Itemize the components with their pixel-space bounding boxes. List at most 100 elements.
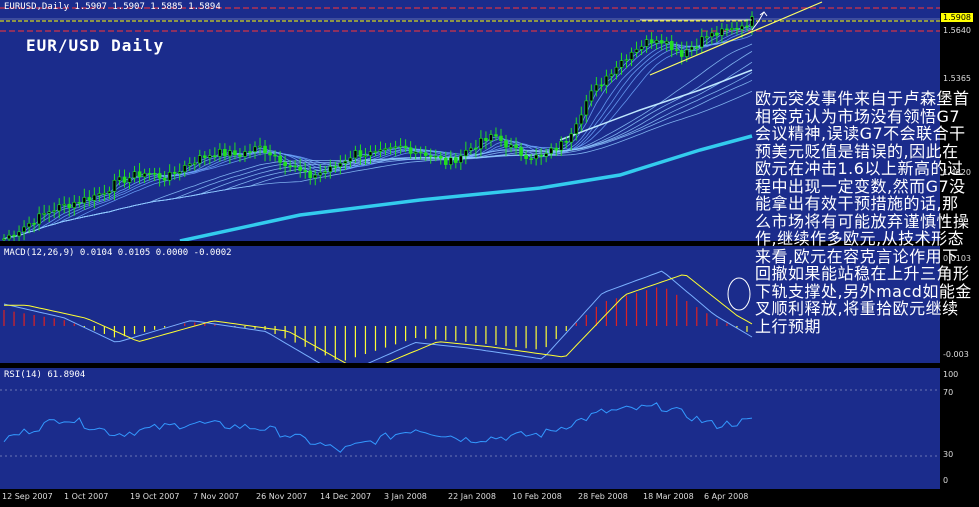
candle-body — [132, 171, 137, 179]
candle-body — [333, 166, 338, 168]
candle-body — [594, 84, 599, 92]
candle-body — [378, 149, 383, 152]
candle-body — [428, 155, 433, 157]
candle-body — [464, 150, 468, 157]
triangle-lower-trendline — [649, 1, 823, 76]
candle-body — [142, 172, 147, 178]
candle-body — [539, 154, 543, 157]
candle-body — [47, 211, 51, 214]
candle-body — [228, 150, 232, 157]
candle-body — [87, 197, 92, 201]
candle-body — [720, 28, 724, 36]
candle-body — [544, 153, 548, 157]
candle-body — [549, 147, 553, 154]
date-axis: 12 Sep 2007 1 Oct 2007 19 Oct 2007 7 Nov 20… — [0, 489, 979, 507]
candle-body — [699, 36, 704, 48]
candle-body — [283, 162, 287, 167]
price-axis: 1.5640 1.5365 1.4820 — [940, 0, 979, 241]
candle-body — [569, 133, 574, 143]
candle-body — [293, 165, 297, 168]
candle-body — [664, 41, 669, 44]
macd-signal-line — [4, 274, 753, 363]
candle-body — [433, 155, 438, 158]
rsi-pane[interactable]: RSI(14) 61.8904 — [0, 368, 940, 489]
candle-body — [735, 28, 739, 30]
annotation-circle — [727, 277, 751, 311]
candle-body — [233, 150, 237, 156]
date-tick-label: 19 Oct 2007 — [130, 492, 180, 501]
candle-body — [243, 151, 247, 157]
candle-body — [273, 154, 277, 157]
candle-body — [308, 170, 313, 178]
candle-body — [92, 194, 97, 201]
rsi-axis: 100 70 30 0 — [940, 368, 979, 489]
rsi-chart — [0, 389, 940, 457]
candle-body — [634, 49, 639, 53]
candle-body — [152, 173, 157, 175]
candle-body — [393, 146, 398, 149]
candle-body — [554, 147, 559, 151]
price-pane[interactable]: EURUSD,Daily 1.5907 1.5907 1.5885 1.5894… — [0, 0, 940, 241]
candle-body — [263, 145, 267, 154]
candle-body — [343, 160, 348, 164]
candle-body — [192, 162, 197, 165]
moving-average-line — [3, 51, 753, 240]
macd-line — [3, 270, 753, 363]
price-tick: 1.5365 — [943, 74, 971, 83]
candle-body — [288, 165, 292, 168]
candle-body — [679, 50, 684, 57]
candle-body — [484, 138, 488, 141]
price-tick: 1.4820 — [943, 168, 971, 177]
candle-body — [388, 147, 393, 149]
candle-body — [479, 138, 483, 149]
macd-pane[interactable]: MACD(12,26,9) 0.0104 0.0105 0.0000 -0.00… — [0, 246, 940, 363]
moving-average-line — [3, 72, 753, 240]
candle-body — [328, 166, 333, 173]
candle-body — [599, 84, 604, 87]
candle-body — [218, 149, 222, 157]
projection-arrow — [751, 11, 768, 31]
candle-body — [368, 151, 373, 156]
date-tick-label: 1 Oct 2007 — [64, 492, 109, 501]
candle-body — [147, 172, 152, 175]
macd-axis: 0.0103 -0.003 — [940, 246, 979, 363]
date-tick-label: 6 Apr 2008 — [704, 492, 749, 501]
moving-average-line — [3, 90, 753, 240]
candle-body — [358, 150, 363, 157]
date-tick-label: 7 Nov 2007 — [193, 492, 240, 501]
candle-body — [454, 157, 458, 163]
candle-body — [72, 201, 77, 208]
date-tick-label: 22 Jan 2008 — [448, 492, 496, 501]
candle-body — [82, 197, 87, 204]
candle-body — [278, 155, 282, 163]
candle-body — [197, 155, 202, 164]
candle-body — [750, 16, 754, 27]
ma-100-line — [559, 69, 753, 141]
candle-body — [187, 163, 192, 166]
moving-average-line — [3, 28, 753, 240]
date-tick-label: 28 Feb 2008 — [578, 492, 628, 501]
candle-body — [373, 151, 378, 153]
candle-body — [12, 234, 16, 237]
candle-body — [423, 152, 428, 156]
candle-body — [514, 144, 518, 148]
chart-title: EUR/USD Daily — [26, 36, 165, 55]
candle-body — [253, 146, 257, 152]
candle-body — [644, 39, 649, 47]
candle-body — [715, 32, 719, 36]
candle-body — [7, 234, 11, 240]
price-tick: 1.5640 — [943, 26, 971, 35]
candle-body — [338, 162, 343, 168]
candle-body — [534, 154, 538, 160]
candle-body — [102, 192, 107, 195]
candle-body — [182, 165, 187, 173]
candle-body — [162, 177, 167, 181]
candle-body — [67, 203, 72, 208]
candle-body — [157, 173, 162, 179]
candle-body — [117, 176, 122, 181]
date-tick-label: 12 Sep 2007 — [2, 492, 53, 501]
candle-body — [469, 147, 473, 151]
candle-body — [32, 223, 36, 225]
candle-body — [77, 201, 82, 204]
ma-200-line — [179, 134, 753, 241]
